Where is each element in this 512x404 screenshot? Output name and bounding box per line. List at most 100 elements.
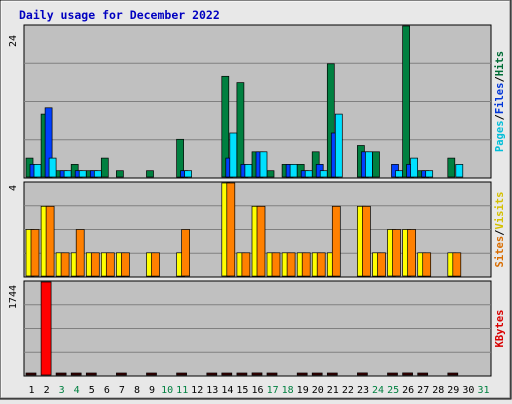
x-tick-label-day-14: 14	[221, 385, 233, 396]
bar-pages-day-4	[78, 170, 87, 178]
y-max-label-hits-files-pages: 24	[8, 35, 19, 47]
x-tick-label-day-12: 12	[191, 385, 203, 396]
bar-pages-day-11	[184, 170, 192, 178]
x-tick-label-day-1: 1	[28, 385, 34, 396]
bar-kbytes-day-9	[146, 372, 157, 376]
x-tick-label-day-5: 5	[89, 385, 95, 396]
bar-pages-day-15	[244, 164, 253, 178]
x-tick-label-day-3: 3	[59, 385, 65, 396]
bar-kbytes-day-1	[25, 372, 37, 376]
x-tick-label-day-2: 2	[44, 385, 50, 396]
legend-part: Pages	[494, 120, 506, 152]
legend-part: Visits	[494, 192, 506, 230]
x-tick-label-day-9: 9	[149, 385, 155, 396]
bar-hits-day-9	[146, 170, 154, 178]
x-tick-label-day-11: 11	[176, 385, 188, 396]
x-tick-label-day-29: 29	[447, 385, 459, 396]
bar-sites-day-1	[30, 229, 40, 277]
bar-kbytes-day-29	[447, 372, 459, 376]
bar-pages-day-1	[33, 164, 42, 178]
bar-sites-day-21	[331, 205, 341, 277]
x-tick-label-day-28: 28	[432, 385, 444, 396]
bar-hits-day-14	[221, 75, 230, 178]
legend-hits-files-pages: Pages/Files/Hits	[494, 51, 506, 152]
x-tick-label-day-21: 21	[327, 385, 339, 396]
bar-kbytes-day-7	[116, 372, 127, 376]
bar-kbytes-day-23	[357, 372, 368, 376]
bar-sites-day-6	[105, 252, 115, 277]
bar-pages-day-2	[48, 157, 57, 178]
bar-pages-day-20	[319, 170, 328, 178]
bar-sites-day-26	[407, 229, 416, 277]
x-tick-label-day-17: 17	[267, 385, 279, 396]
x-tick-label-day-18: 18	[282, 385, 294, 396]
y-max-label-kbytes: 1744	[8, 285, 19, 309]
bar-sites-day-14	[226, 182, 236, 277]
bar-sites-day-18	[286, 252, 296, 277]
legend-visits-sites: Sites/Visits	[494, 192, 506, 268]
bar-kbytes-day-26	[402, 372, 413, 376]
legend-part: Files	[494, 83, 506, 115]
bar-kbytes-day-25	[387, 372, 398, 376]
bar-sites-day-15	[241, 252, 251, 277]
x-tick-label-day-31: 31	[477, 385, 489, 396]
bar-kbytes-day-5	[85, 372, 97, 376]
bar-sites-day-20	[316, 252, 326, 277]
bar-kbytes-day-13	[206, 372, 218, 376]
x-tick-label-day-4: 4	[74, 385, 80, 396]
legend-part: Hits	[494, 51, 506, 76]
bar-hits-day-21	[326, 63, 335, 178]
bar-hits-day-6	[100, 157, 109, 178]
x-tick-label-day-13: 13	[206, 385, 218, 396]
bar-pages-day-14	[229, 132, 238, 178]
bar-kbytes-day-16	[251, 372, 263, 376]
legend-part: Sites	[494, 236, 506, 268]
bar-sites-day-3	[60, 252, 70, 277]
bar-hits-day-26	[402, 25, 410, 178]
bar-pages-day-16	[259, 151, 268, 178]
x-tick-label-day-24: 24	[372, 385, 384, 396]
bar-pages-day-23	[365, 151, 373, 178]
bar-sites-day-17	[271, 252, 281, 277]
bar-sites-day-29	[452, 252, 462, 277]
bar-kbytes-day-14	[221, 372, 233, 376]
bar-pages-day-19	[304, 170, 313, 178]
legend-part: /	[494, 230, 506, 236]
bar-kbytes-day-4	[70, 372, 82, 376]
legend-part: /	[494, 114, 506, 120]
bar-kbytes-day-15	[236, 372, 248, 376]
y-max-label-visits-sites: 4	[8, 185, 19, 191]
bar-kbytes-day-11	[176, 372, 187, 376]
legend-part: /	[494, 76, 506, 82]
x-tick-label-day-15: 15	[236, 385, 248, 396]
bar-hits-day-11	[176, 138, 184, 178]
bar-hits-day-29	[447, 157, 456, 178]
x-tick-label-day-19: 19	[297, 385, 309, 396]
bar-hits-day-7	[116, 170, 124, 178]
bar-pages-day-3	[63, 170, 72, 178]
bar-pages-day-27	[425, 170, 434, 178]
bar-sites-day-9	[151, 252, 160, 277]
bar-kbytes-day-27	[417, 372, 429, 376]
bar-kbytes-day-21	[326, 372, 338, 376]
bar-files-day-2	[44, 107, 53, 178]
bar-kbytes-day-20	[311, 372, 323, 376]
bar-pages-day-18	[289, 164, 298, 178]
bar-kbytes-day-3	[55, 372, 67, 376]
legend-kbytes: KBytes	[494, 310, 506, 348]
bar-sites-day-23	[362, 205, 371, 277]
bar-pages-day-29	[455, 164, 464, 178]
x-tick-label-day-7: 7	[119, 385, 125, 396]
x-tick-label-day-20: 20	[312, 385, 324, 396]
bar-sites-day-5	[90, 252, 100, 277]
bar-sites-day-24	[377, 252, 386, 277]
bar-hits-day-24	[372, 151, 380, 178]
bar-hits-day-17	[266, 170, 275, 178]
bar-kbytes-day-17	[266, 372, 278, 376]
x-tick-label-day-8: 8	[134, 385, 140, 396]
bar-sites-day-4	[75, 229, 85, 277]
bar-pages-day-5	[93, 170, 102, 178]
bar-sites-day-16	[256, 205, 266, 277]
